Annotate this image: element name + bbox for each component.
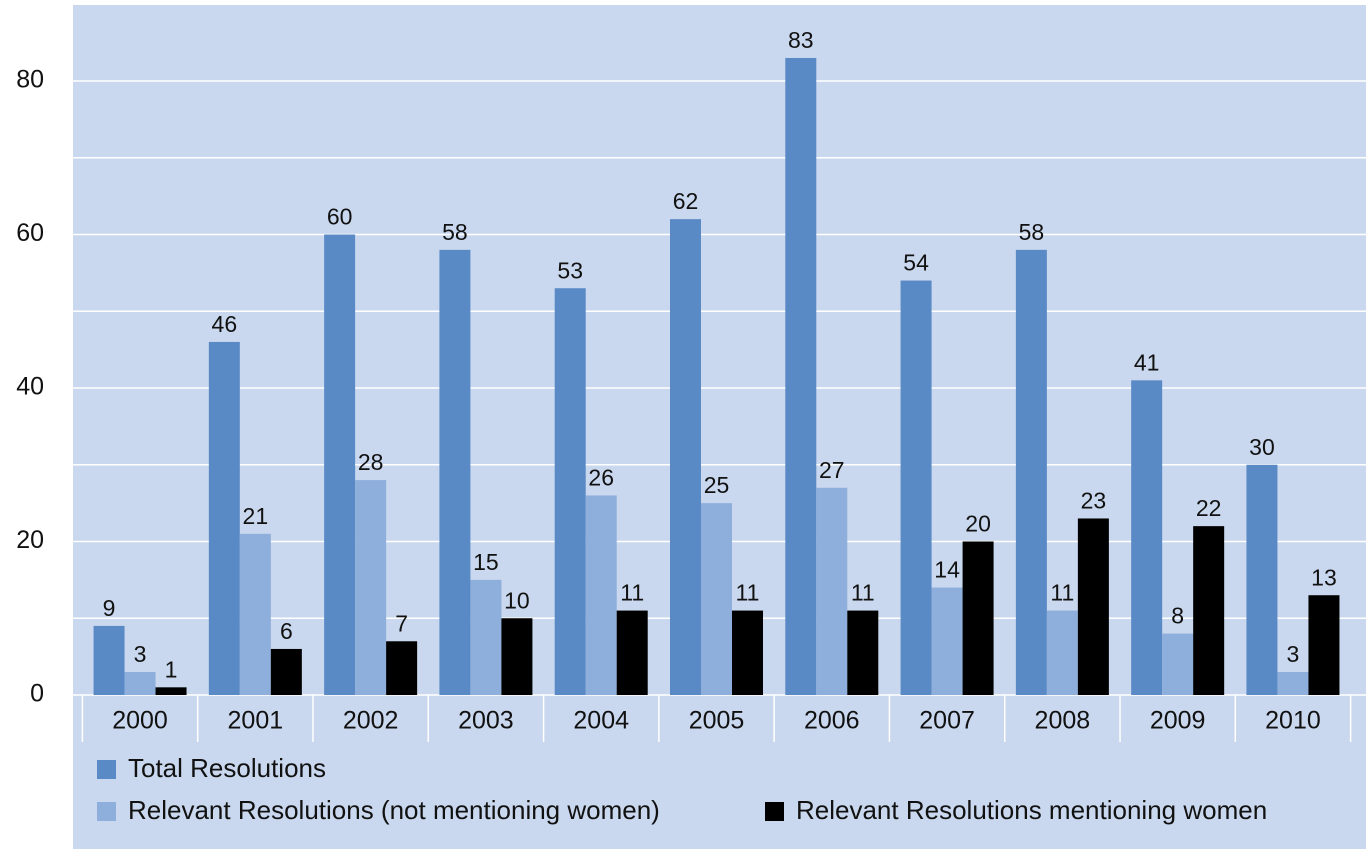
bar bbox=[1077, 518, 1109, 695]
bar bbox=[816, 487, 848, 695]
bar bbox=[962, 541, 994, 695]
value-label: 21 bbox=[243, 503, 269, 529]
bar bbox=[386, 641, 418, 695]
bar bbox=[900, 280, 932, 695]
bar bbox=[124, 671, 156, 695]
bar bbox=[847, 610, 879, 695]
value-label: 62 bbox=[673, 188, 699, 214]
value-label: 11 bbox=[736, 580, 760, 606]
value-label: 26 bbox=[588, 465, 614, 491]
legend-swatch bbox=[97, 760, 116, 779]
value-label: 14 bbox=[934, 557, 960, 583]
y-tick-label: 40 bbox=[16, 373, 44, 401]
legend-label: Total Resolutions bbox=[128, 753, 326, 783]
x-tick-label: 2006 bbox=[804, 707, 860, 735]
x-tick-label: 2004 bbox=[573, 707, 629, 735]
y-tick-label: 0 bbox=[30, 680, 44, 708]
value-label: 10 bbox=[504, 587, 530, 613]
bar bbox=[1308, 595, 1340, 695]
value-label: 8 bbox=[1171, 603, 1184, 629]
bar bbox=[931, 587, 963, 695]
value-label: 54 bbox=[903, 250, 929, 276]
legend-label: Relevant Resolutions (not mentioning wom… bbox=[128, 795, 660, 825]
bar bbox=[93, 625, 125, 695]
value-label: 6 bbox=[280, 618, 293, 644]
value-label: 3 bbox=[134, 641, 147, 667]
value-label: 46 bbox=[212, 311, 238, 337]
bar bbox=[208, 341, 240, 695]
value-label: 9 bbox=[103, 595, 116, 621]
value-label: 22 bbox=[1196, 495, 1222, 521]
value-label: 1 bbox=[165, 656, 178, 682]
x-tick-label: 2000 bbox=[112, 707, 168, 735]
value-label: 11 bbox=[620, 580, 644, 606]
value-label: 41 bbox=[1134, 349, 1160, 375]
y-tick-label: 20 bbox=[16, 526, 44, 554]
value-label: 28 bbox=[358, 449, 384, 475]
value-label: 11 bbox=[851, 580, 875, 606]
bar bbox=[239, 533, 271, 695]
value-label: 27 bbox=[819, 457, 845, 483]
bar bbox=[670, 219, 701, 695]
value-label: 83 bbox=[788, 27, 814, 53]
bar bbox=[1246, 464, 1278, 695]
legend-label: Relevant Resolutions mentioning women bbox=[796, 795, 1267, 825]
value-label: 13 bbox=[1311, 564, 1337, 590]
x-tick-label: 2001 bbox=[228, 707, 284, 735]
bar bbox=[1015, 249, 1047, 695]
bar bbox=[1162, 633, 1194, 695]
value-label: 11 bbox=[1050, 580, 1074, 606]
bar bbox=[324, 234, 356, 695]
value-label: 23 bbox=[1081, 488, 1107, 514]
value-label: 20 bbox=[965, 511, 991, 537]
value-label: 7 bbox=[395, 610, 408, 636]
value-label: 58 bbox=[1019, 219, 1045, 245]
bar bbox=[554, 288, 586, 695]
bar bbox=[732, 610, 763, 695]
bar bbox=[1046, 610, 1078, 695]
bar bbox=[1277, 671, 1309, 695]
legend-swatch bbox=[765, 802, 784, 821]
bar bbox=[470, 579, 502, 695]
legend-swatch bbox=[97, 802, 116, 821]
bar bbox=[701, 503, 732, 695]
y-tick-label: 60 bbox=[16, 219, 44, 247]
value-label: 3 bbox=[1287, 641, 1300, 667]
bar bbox=[270, 648, 302, 695]
bar bbox=[1131, 380, 1163, 695]
x-tick-label: 2003 bbox=[458, 707, 514, 735]
bar bbox=[616, 610, 648, 695]
y-tick-label: 80 bbox=[16, 66, 44, 94]
bar bbox=[439, 249, 471, 695]
value-label: 30 bbox=[1249, 434, 1275, 460]
bar bbox=[1193, 526, 1225, 695]
value-label: 58 bbox=[442, 219, 468, 245]
bar bbox=[585, 495, 617, 695]
x-tick-label: 2009 bbox=[1150, 707, 1206, 735]
bar bbox=[155, 687, 187, 695]
bar bbox=[355, 480, 387, 695]
x-tick-label: 2002 bbox=[343, 707, 399, 735]
value-label: 53 bbox=[557, 257, 583, 283]
value-label: 15 bbox=[473, 549, 499, 575]
value-label: 25 bbox=[704, 472, 730, 498]
value-label: 60 bbox=[327, 204, 353, 230]
x-tick-label: 2005 bbox=[689, 707, 745, 735]
bar bbox=[501, 618, 533, 695]
x-tick-label: 2010 bbox=[1265, 707, 1321, 735]
bar bbox=[785, 57, 817, 696]
x-tick-label: 2008 bbox=[1035, 707, 1091, 735]
x-tick-label: 2007 bbox=[919, 707, 975, 735]
